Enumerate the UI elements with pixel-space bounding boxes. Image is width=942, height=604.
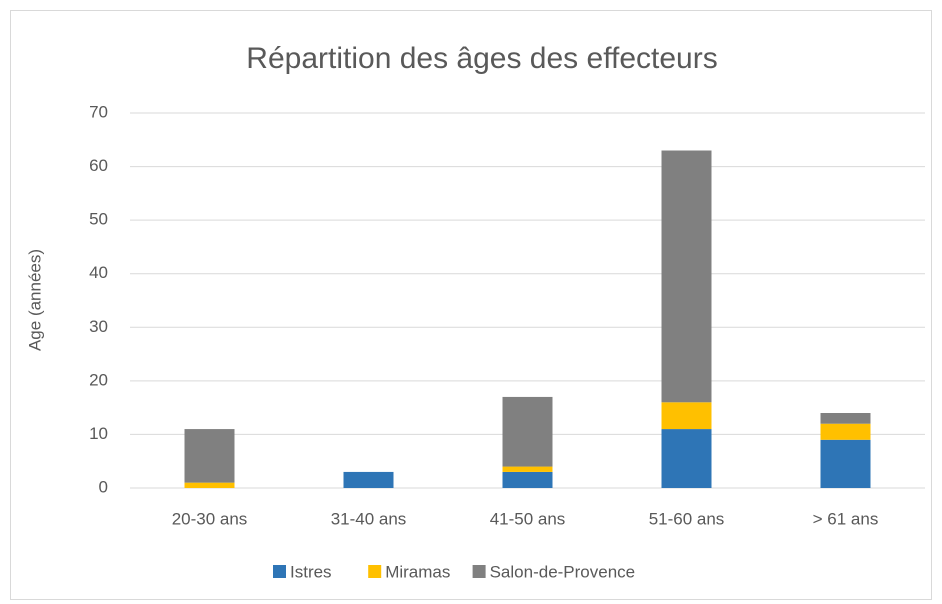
y-tick-label: 70 bbox=[89, 102, 108, 121]
y-tick-label: 40 bbox=[89, 263, 108, 282]
bar-segment bbox=[661, 429, 712, 488]
bar-segment bbox=[343, 471, 394, 488]
y-tick-label: 50 bbox=[89, 210, 108, 229]
x-tick-label: > 61 ans bbox=[813, 509, 879, 528]
bar-segment bbox=[820, 439, 871, 488]
y-tick-label: 60 bbox=[89, 156, 108, 175]
bar-segment bbox=[184, 429, 235, 483]
bar-segment bbox=[502, 396, 553, 467]
legend-label: Istres bbox=[290, 562, 332, 581]
y-tick-label: 20 bbox=[89, 370, 108, 389]
chart-border bbox=[10, 10, 932, 600]
y-axis-label: Age (années) bbox=[25, 249, 44, 351]
chart-title: Répartition des âges des effecteurs bbox=[246, 42, 717, 75]
x-tick-label: 51-60 ans bbox=[649, 509, 725, 528]
x-tick-label: 41-50 ans bbox=[490, 509, 566, 528]
y-tick-label: 10 bbox=[89, 424, 108, 443]
legend-label: Salon-de-Provence bbox=[490, 562, 636, 581]
bar-segment bbox=[820, 413, 871, 424]
bar-segment bbox=[502, 471, 553, 488]
x-tick-label: 31-40 ans bbox=[331, 509, 407, 528]
y-tick-label: 30 bbox=[89, 317, 108, 336]
bar-segment bbox=[661, 402, 712, 430]
legend-label: Miramas bbox=[385, 562, 450, 581]
y-tick-label: 0 bbox=[99, 477, 108, 496]
legend-swatch bbox=[273, 565, 286, 578]
bar-segment bbox=[184, 482, 235, 488]
x-tick-label: 20-30 ans bbox=[172, 509, 248, 528]
bar-segment bbox=[661, 150, 712, 403]
legend-swatch bbox=[472, 565, 486, 578]
legend-swatch bbox=[368, 565, 382, 578]
bar-segment bbox=[502, 466, 553, 472]
bar-segment bbox=[820, 423, 871, 440]
